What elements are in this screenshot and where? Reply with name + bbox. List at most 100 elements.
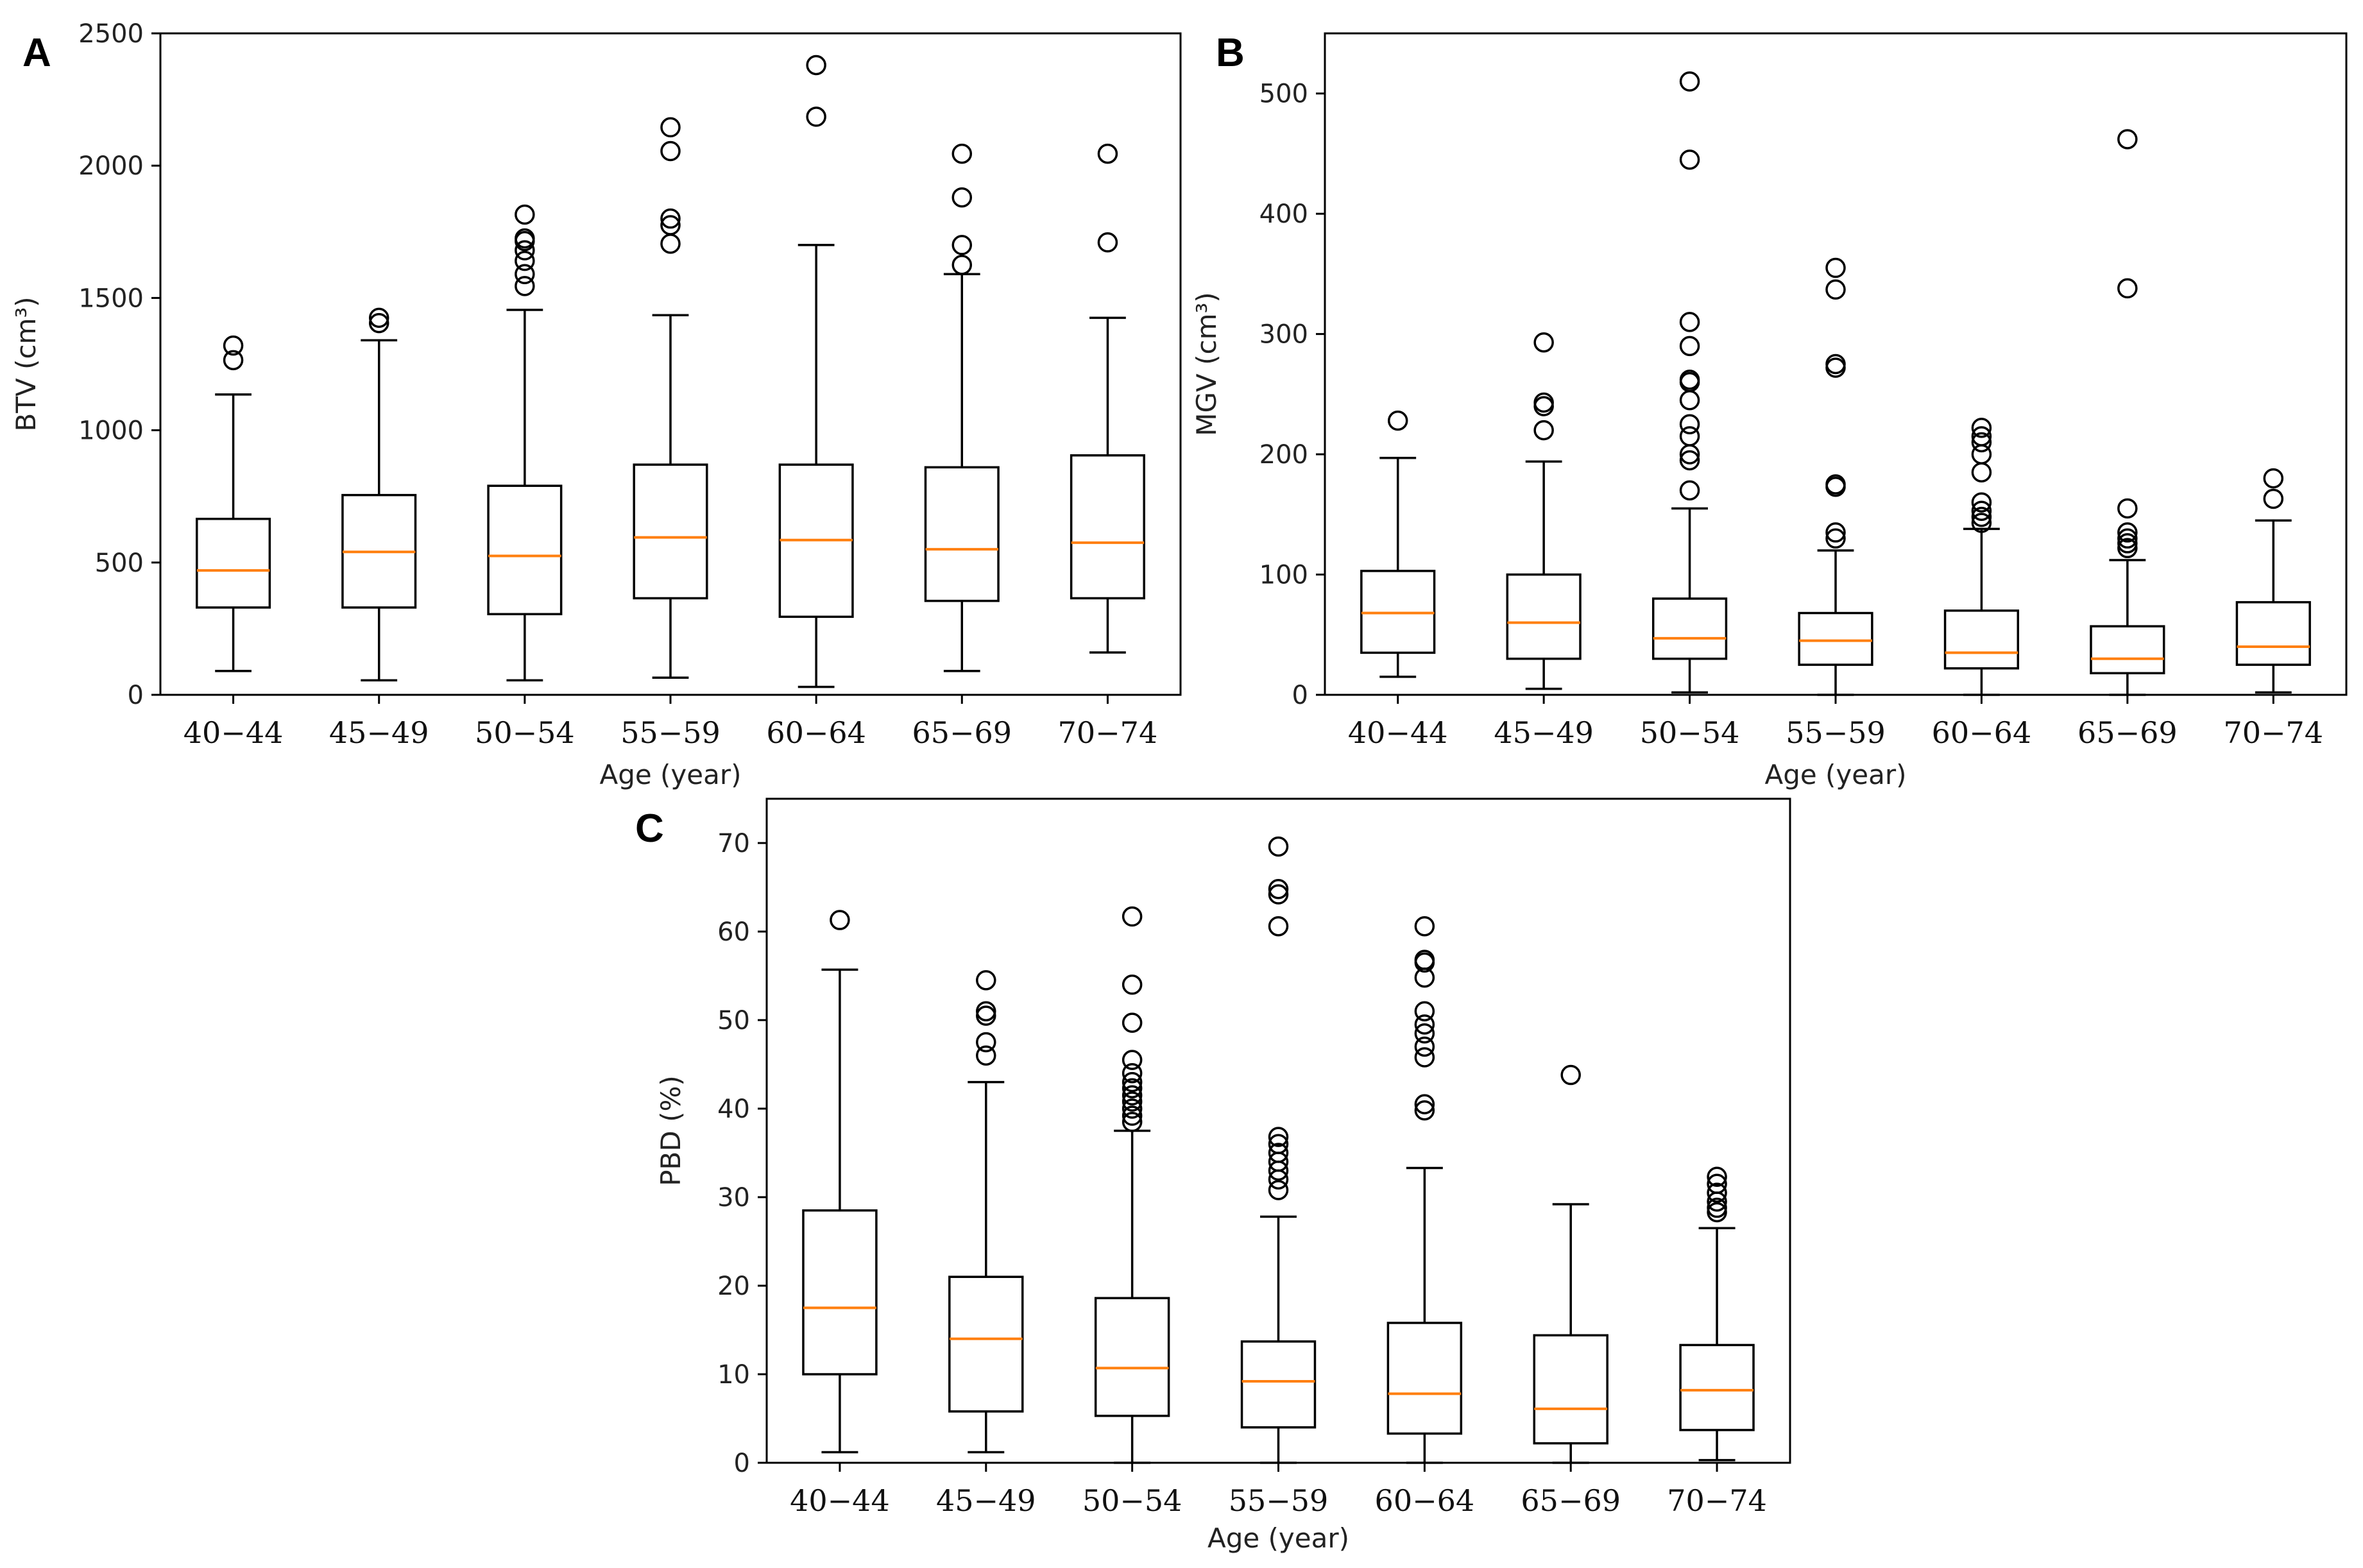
outlier-point: [976, 1005, 996, 1026]
outlier-point: [2117, 533, 2138, 554]
x-axis-label: Age (year): [599, 759, 741, 790]
outlier-point: [1707, 1197, 1727, 1218]
outlier-point: [2117, 538, 2138, 559]
outlier-point: [660, 208, 681, 229]
box-plot-50−54: [1094, 906, 1170, 1464]
outlier-point: [1679, 426, 1700, 447]
outlier-point: [1414, 1023, 1435, 1044]
outlier-point: [1825, 354, 1846, 375]
y-tick-label: 60: [717, 917, 750, 947]
y-axis-label: PBD (%): [655, 1075, 687, 1186]
outlier-point: [2117, 498, 2138, 519]
outlier-point: [1122, 1111, 1143, 1132]
box-plot-55−59: [1240, 836, 1317, 1464]
outlier-point: [951, 255, 973, 275]
outlier-point: [1268, 1143, 1289, 1163]
outlier-point: [1122, 1012, 1143, 1033]
outlier-point: [1533, 392, 1554, 413]
y-axis-label: BTV (cm³): [10, 296, 42, 431]
outlier-point: [1268, 879, 1289, 899]
iqr-box: [1506, 573, 1582, 660]
outlier-point: [1122, 1091, 1143, 1112]
y-tick-label: 70: [717, 829, 750, 858]
outlier-point: [660, 215, 681, 235]
outlier-point: [2117, 528, 2138, 549]
y-axis-label: MGV (cm³): [1191, 292, 1222, 436]
outlier-point: [1679, 414, 1700, 434]
outlier-point: [1414, 1014, 1435, 1035]
outlier-point: [1122, 1085, 1143, 1106]
y-tick-label: 500: [95, 549, 144, 578]
outlier-point: [1679, 71, 1700, 92]
outlier-point: [1122, 1105, 1143, 1126]
y-tick-label: 200: [1259, 440, 1308, 470]
outlier-point: [1268, 836, 1289, 857]
outlier-point: [1122, 1071, 1143, 1093]
outlier-point: [515, 250, 535, 271]
panel-b: B 0 100 200 300 400 500 40−44 45−49 50−54 55−59 60−…: [1191, 31, 2348, 790]
iqr-box: [1679, 1343, 1755, 1431]
outlier-point: [806, 55, 826, 76]
outlier-point: [1268, 884, 1289, 905]
outlier-point: [515, 240, 535, 260]
x-tick-label: 55−59: [1786, 715, 1886, 750]
x-tick-label: 50−54: [1082, 1483, 1182, 1518]
y-tick-label: 30: [717, 1183, 750, 1213]
x-tick-label: 45−49: [936, 1483, 1036, 1518]
outlier-point: [1825, 279, 1846, 300]
outlier-point: [1122, 1050, 1143, 1070]
box-plot-65−69: [1533, 1064, 1608, 1464]
outlier-point: [1971, 506, 1992, 527]
panel-letter: A: [22, 31, 51, 75]
outlier-point: [1707, 1173, 1727, 1195]
outlier-point: [1097, 232, 1118, 253]
iqr-box: [1094, 1297, 1170, 1417]
y-tick-label: 50: [717, 1006, 750, 1035]
x-tick-label: 65−69: [2077, 715, 2178, 750]
outlier-point: [951, 143, 973, 164]
panel-letter: B: [1216, 31, 1245, 75]
y-tick-label: 400: [1259, 200, 1308, 229]
y-tick-label: 0: [734, 1449, 750, 1478]
outlier-point: [2263, 468, 2284, 489]
box-plot-45−49: [948, 970, 1024, 1454]
box-plot-55−59: [633, 117, 708, 679]
y-tick-label: 0: [128, 681, 144, 710]
x-tick-label: 55−59: [1229, 1483, 1329, 1518]
iqr-box: [924, 466, 1000, 602]
outlier-point: [1122, 1063, 1143, 1084]
outlier-point: [1268, 1127, 1289, 1147]
outlier-point: [1971, 462, 1992, 482]
iqr-box: [1943, 609, 2020, 670]
iqr-box: [487, 484, 563, 615]
iqr-box: [1240, 1340, 1317, 1429]
x-tick-label: 60−64: [766, 715, 866, 750]
box-plot-60−64: [1943, 418, 2020, 696]
outlier-point: [976, 1045, 996, 1066]
panel-c: C 0 10 20 30 40 50 60 70 40−44 45−49 50−54 55−59 60−6…: [635, 797, 1791, 1554]
outlier-point: [1971, 513, 1992, 533]
iqr-box: [1386, 1322, 1463, 1435]
panel-letter: C: [635, 806, 664, 851]
outlier-point: [1268, 1134, 1289, 1154]
outlier-point: [1679, 389, 1700, 411]
outlier-point: [1414, 950, 1435, 970]
iqr-box: [1533, 1334, 1608, 1445]
outlier-point: [1679, 370, 1700, 390]
outlier-point: [1971, 492, 1992, 513]
y-tick-label: 1000: [78, 416, 144, 446]
iqr-box: [1070, 454, 1145, 600]
y-tick-label: 2500: [78, 19, 144, 49]
x-tick-label: 50−54: [475, 715, 575, 750]
x-tick-label: 45−49: [329, 715, 429, 750]
outlier-point: [1414, 1001, 1435, 1021]
box-plot-40−44: [802, 910, 878, 1454]
x-tick-label: 70−74: [1667, 1483, 1767, 1518]
outlier-point: [1414, 1094, 1435, 1114]
x-tick-label: 40−44: [183, 715, 284, 750]
box-plot-60−64: [1386, 916, 1463, 1464]
outlier-point: [1825, 257, 1846, 278]
y-tick-label: 20: [717, 1272, 750, 1301]
outlier-point: [1679, 312, 1700, 332]
outlier-point: [1387, 410, 1408, 431]
